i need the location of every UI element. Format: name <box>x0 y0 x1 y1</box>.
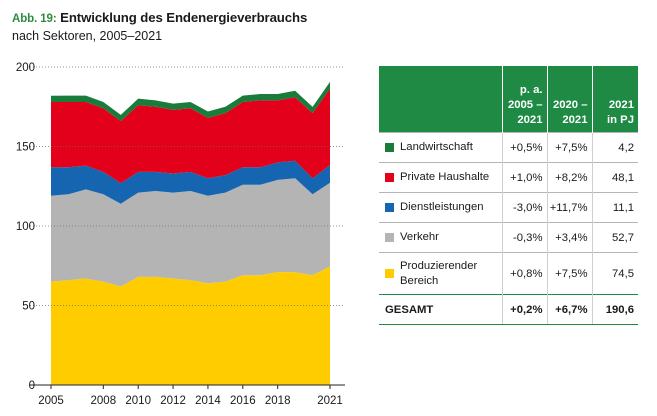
table-row: Produzierender Bereich +0,8% +7,5% 74,5 <box>379 252 638 295</box>
pa-change-cell: -0,3% <box>501 222 547 253</box>
yoy-change-cell: +7,5% <box>546 252 592 295</box>
sector-name: Produzierender Bereich <box>400 259 478 287</box>
sector-name: Landwirtschaft <box>400 141 473 153</box>
legend-swatch <box>385 203 394 212</box>
figure-header: Abb. 19: Entwicklung des Endenergieverbr… <box>12 9 632 45</box>
sector-name: Verkehr <box>400 231 439 243</box>
x-tick-label: 2012 <box>160 395 186 407</box>
table-body: Landwirtschaft +0,5% +7,5% 4,2 Private Haush… <box>379 132 638 325</box>
legend-swatch <box>385 143 394 152</box>
area-verkehr <box>51 178 330 287</box>
x-tick-label: 2005 <box>38 395 64 407</box>
sector-name-cell: Private Haushalte <box>379 162 502 193</box>
y-tick-label: 100 <box>16 221 35 233</box>
table-row: Verkehr -0,3% +3,4% 52,7 <box>379 222 638 253</box>
figure-title: Abb. 19: Entwicklung des Endenergieverbr… <box>12 9 632 28</box>
pa-change-cell: +1,0% <box>501 162 547 193</box>
sector-table: p. a. 2005 –2021 2020 –2021 2021 in PJ Landw… <box>379 66 638 325</box>
table-header-cell: 2021 in PJ <box>591 66 638 133</box>
sector-name-cell: Produzierender Bereich <box>379 252 502 295</box>
pj-value-cell: 48,1 <box>591 162 638 193</box>
table-row: Private Haushalte +1,0% +8,2% 48,1 <box>379 162 638 193</box>
sector-name: Private Haushalte <box>400 171 490 183</box>
sector-name-cell: Verkehr <box>379 222 502 253</box>
table-header-cell: 2020 –2021 <box>546 66 592 133</box>
figure-title-text: Entwicklung des Endenergieverbrauchs <box>60 10 308 25</box>
table-header-row: p. a. 2005 –2021 2020 –2021 2021 in PJ <box>379 66 638 133</box>
legend-swatch <box>385 269 394 278</box>
sector-name-cell: Landwirtschaft <box>379 132 502 163</box>
figure-subtitle: nach Sektoren, 2005–2021 <box>12 29 163 43</box>
pj-value-cell: 4,2 <box>591 132 638 163</box>
legend-swatch <box>385 173 394 182</box>
area-produzierender-bereich <box>51 266 330 385</box>
yoy-change-cell: +11,7% <box>546 192 592 223</box>
yoy-change-cell: +8,2% <box>546 162 592 193</box>
total-yoy-cell: +6,7% <box>546 294 592 325</box>
yoy-change-cell: +3,4% <box>546 222 592 253</box>
y-tick-label: 150 <box>16 142 35 154</box>
pa-change-cell: +0,5% <box>501 132 547 163</box>
pj-value-cell: 74,5 <box>591 252 638 295</box>
x-tick-label: 2021 <box>317 395 343 407</box>
table-row: Dienstleistungen -3,0% +11,7% 11,1 <box>379 192 638 223</box>
pa-change-cell: -3,0% <box>501 192 547 223</box>
total-pa-cell: +0,2% <box>501 294 547 325</box>
table-row: Landwirtschaft +0,5% +7,5% 4,2 <box>379 132 638 163</box>
x-tick-label: 2016 <box>230 395 256 407</box>
table-total-row: GESAMT +0,2% +6,7% 190,6 <box>379 294 638 325</box>
pa-change-cell: +0,8% <box>501 252 547 295</box>
area-dienstleistungen <box>51 160 330 204</box>
x-tick-label: 2008 <box>91 395 117 407</box>
area-private-haushalte <box>51 88 330 184</box>
x-tick-label: 2010 <box>125 395 151 407</box>
total-label-cell: GESAMT <box>379 294 502 325</box>
y-tick-label: 0 <box>29 380 35 392</box>
figure-label: Abb. 19: <box>12 13 57 25</box>
x-tick-label: 2014 <box>195 395 221 407</box>
table-header-cell <box>379 66 502 133</box>
total-pj-cell: 190,6 <box>591 294 638 325</box>
x-tick-label: 2018 <box>265 395 291 407</box>
sector-name: Dienstleistungen <box>400 201 484 213</box>
yoy-change-cell: +7,5% <box>546 132 592 163</box>
y-tick-label: 50 <box>22 301 35 313</box>
sector-name-cell: Dienstleistungen <box>379 192 502 223</box>
y-tick-label: 200 <box>16 62 35 74</box>
table-header-cell: p. a. 2005 –2021 <box>501 66 547 133</box>
legend-swatch <box>385 233 394 242</box>
pj-value-cell: 52,7 <box>591 222 638 253</box>
pj-value-cell: 11,1 <box>591 192 638 223</box>
